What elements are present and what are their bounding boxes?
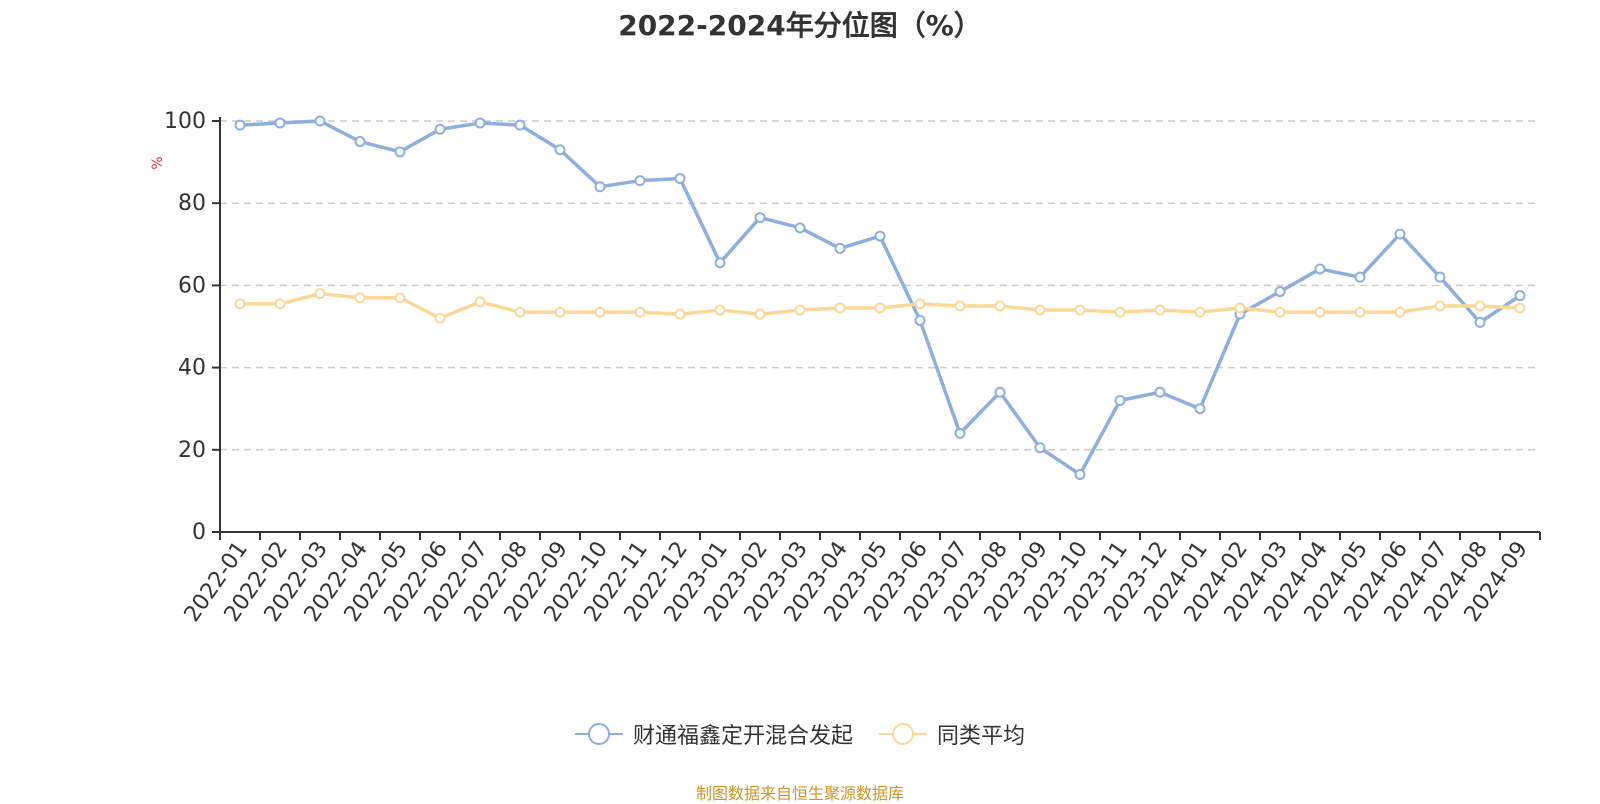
data-point: [1154, 304, 1166, 316]
data-point: [1234, 302, 1246, 314]
data-point: [634, 306, 646, 318]
data-point: [714, 304, 726, 316]
data-point: [1194, 403, 1206, 415]
data-point: [474, 117, 486, 129]
grid-lines: [220, 120, 1540, 451]
data-point: [394, 292, 406, 304]
y-tick-label: 40: [178, 356, 206, 381]
data-point: [1034, 442, 1046, 454]
data-point: [314, 288, 326, 300]
data-point: [554, 306, 566, 318]
data-point: [434, 123, 446, 135]
data-point: [474, 296, 486, 308]
data-point: [594, 181, 606, 193]
y-tick-label: 0: [192, 520, 206, 545]
data-point: [1474, 316, 1486, 328]
data-point: [314, 115, 326, 127]
legend-item-fund[interactable]: 财通福鑫定开混合发起: [574, 718, 853, 750]
data-point: [954, 300, 966, 312]
data-point: [1394, 228, 1406, 240]
data-point: [834, 242, 846, 254]
data-point: [1394, 306, 1406, 318]
data-point: [1274, 286, 1286, 298]
data-point: [1514, 290, 1526, 302]
data-point: [354, 292, 366, 304]
data-point: [914, 314, 926, 326]
y-tick-label: 100: [164, 109, 206, 134]
series-layer: [234, 115, 1526, 480]
chart-title: 2022-2024年分位图（%）: [618, 9, 982, 42]
data-point: [514, 306, 526, 318]
data-point: [1074, 304, 1086, 316]
legend-label-fund: 财通福鑫定开混合发起: [632, 724, 853, 749]
y-tick-label: 60: [178, 273, 206, 298]
data-point: [274, 117, 286, 129]
data-point: [754, 308, 766, 320]
data-point: [594, 306, 606, 318]
data-point: [554, 144, 566, 156]
data-point: [914, 298, 926, 310]
data-point: [754, 212, 766, 224]
data-point: [1434, 300, 1446, 312]
data-point: [714, 257, 726, 269]
data-point: [994, 300, 1006, 312]
data-point: [1474, 300, 1486, 312]
data-point: [834, 302, 846, 314]
data-point: [1154, 386, 1166, 398]
data-point: [794, 304, 806, 316]
legend-marker-peer-average-icon: [879, 722, 927, 746]
data-point: [434, 312, 446, 324]
legend-marker-fund-icon: [574, 722, 623, 746]
legend-item-peer-average[interactable]: 同类平均: [879, 718, 1025, 750]
data-point: [674, 173, 686, 185]
data-point: [274, 298, 286, 310]
legend-label-peer-average: 同类平均: [937, 724, 1026, 749]
series-line: [239, 119, 1521, 477]
series-1: [234, 288, 1526, 324]
series-0: [234, 115, 1526, 480]
y-tick-label: 80: [178, 191, 206, 216]
data-point: [514, 119, 526, 131]
data-point: [1074, 468, 1086, 480]
data-point: [994, 386, 1006, 398]
data-point: [1434, 271, 1446, 283]
data-point: [634, 175, 646, 187]
data-point: [1274, 306, 1286, 318]
data-point: [234, 298, 246, 310]
data-point: [1314, 306, 1326, 318]
data-point: [1114, 394, 1126, 406]
data-point: [874, 302, 886, 314]
data-point: [1354, 306, 1366, 318]
data-source-note: 制图数据来自恒生聚源数据库: [695, 784, 904, 803]
data-point: [1314, 263, 1326, 275]
data-point: [954, 427, 966, 439]
data-point: [394, 146, 406, 158]
data-point: [354, 136, 366, 148]
data-point: [1034, 304, 1046, 316]
data-point: [674, 308, 686, 320]
data-point: [874, 230, 886, 242]
data-point: [1514, 302, 1526, 314]
legend: 财通福鑫定开混合发起 同类平均: [0, 718, 1600, 750]
data-point: [1354, 271, 1366, 283]
data-point: [794, 222, 806, 234]
data-point: [234, 119, 246, 131]
data-point: [1194, 306, 1206, 318]
y-tick-label: 20: [178, 438, 206, 463]
data-point: [1114, 306, 1126, 318]
y-axis-label: %: [150, 156, 166, 169]
